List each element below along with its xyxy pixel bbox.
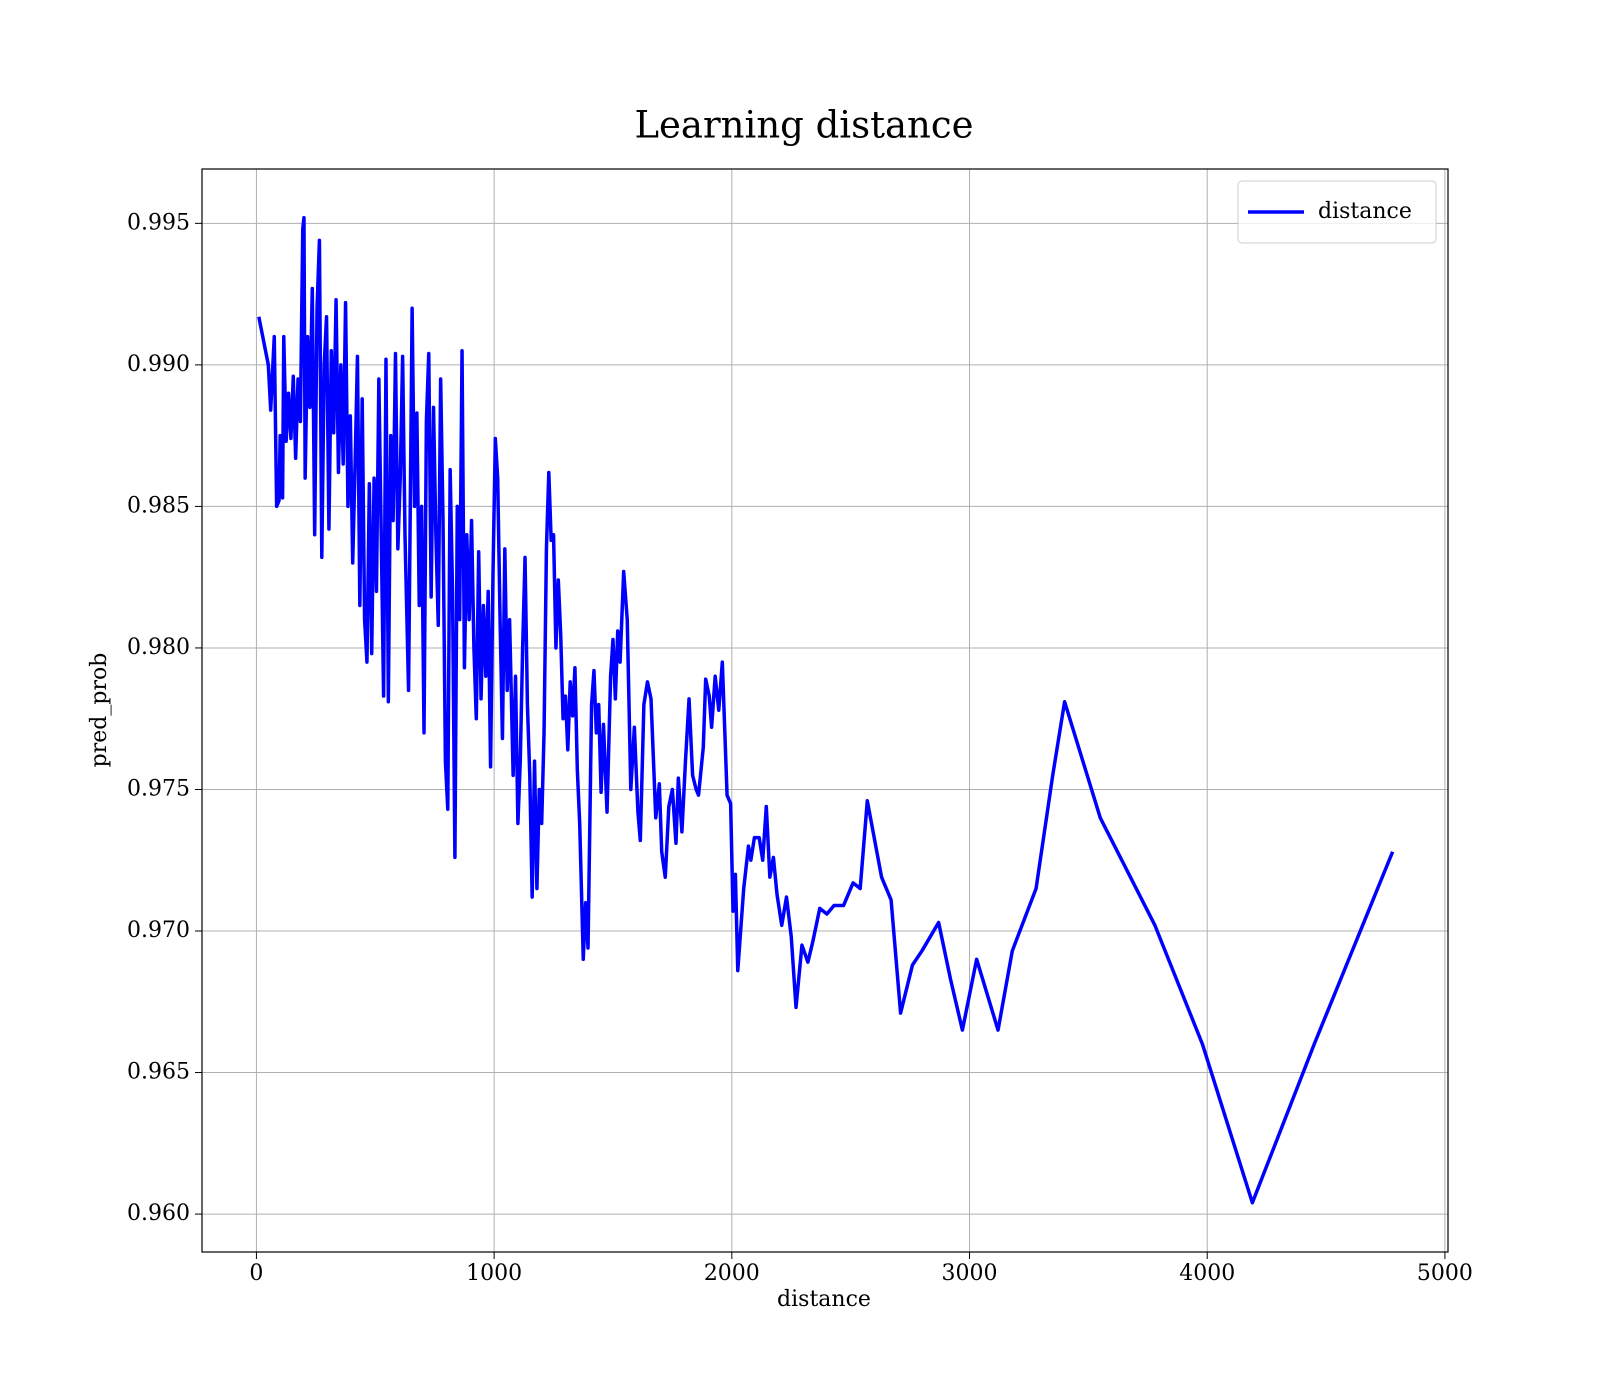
data-line (257, 215, 1395, 1205)
x-tick-label: 2000 (704, 1261, 760, 1286)
y-tick-label: 0.965 (127, 1060, 190, 1085)
x-axis-label: distance (777, 1287, 871, 1312)
y-tick-label: 0.985 (127, 493, 190, 518)
legend-label: distance (1318, 199, 1412, 224)
y-axis-label: pred_prob (87, 653, 112, 768)
y-tick-label: 0.990 (127, 352, 190, 377)
y-tick-label: 0.970 (127, 918, 190, 943)
x-tick-label: 0 (249, 1261, 263, 1286)
x-tick-label: 3000 (942, 1261, 998, 1286)
x-tick-label: 1000 (466, 1261, 522, 1286)
x-tick-label: 4000 (1179, 1261, 1235, 1286)
y-tick-label: 0.975 (127, 776, 190, 801)
plot-frame (201, 168, 1449, 1253)
legend: distance (1237, 180, 1437, 244)
y-tick-label: 0.995 (127, 210, 190, 235)
legend-box (1237, 180, 1437, 244)
y-tick-label: 0.980 (127, 635, 190, 660)
y-tick-label: 0.960 (127, 1201, 190, 1226)
chart-title: Learning distance (634, 104, 973, 147)
x-tick-label: 5000 (1417, 1261, 1473, 1286)
